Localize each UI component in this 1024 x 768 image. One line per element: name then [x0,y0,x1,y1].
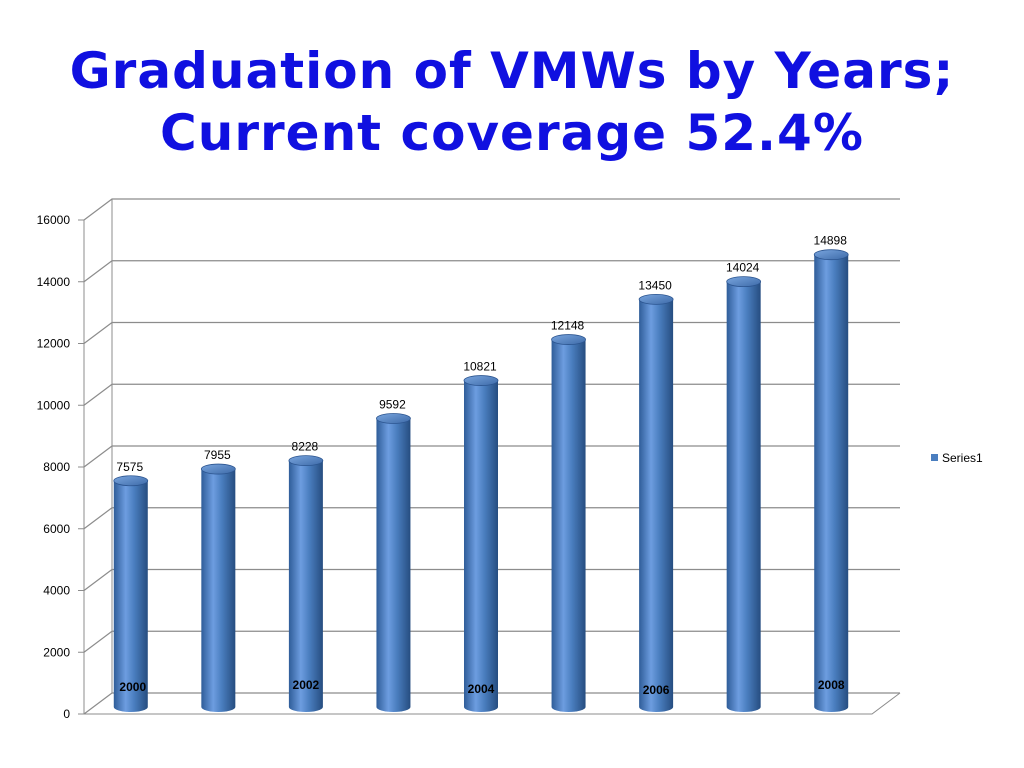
y-tick-label: 0 [63,707,70,721]
bar-cap [200,463,236,475]
bars [113,249,849,713]
bar-body [639,299,674,713]
y-tick-label: 8000 [43,460,70,474]
bar [288,455,324,713]
bar-body [288,460,323,713]
year-label: 2002 [293,678,320,692]
data-label: 12148 [551,319,585,333]
bar-body [113,480,148,712]
gridline [83,507,900,530]
year-label: 2006 [643,683,670,697]
gridline [83,260,900,283]
legend-swatch [931,454,938,461]
data-label: 7955 [204,448,231,462]
bar [726,276,762,713]
grid-lines [83,198,901,715]
year-labels: 2000 2002 2004 2006 2008 [119,678,844,697]
bar-body [551,339,586,713]
y-tick-label: 14000 [37,275,71,289]
gridline [83,568,900,591]
bar-cap [113,475,149,487]
bar-cap [638,293,674,305]
data-labels: 7575 7955 8228 9592 10821 12148 13450 14024 1489… [116,234,847,474]
bar [113,475,149,712]
bar-body [814,254,849,713]
bar-body [376,418,411,713]
gridline [83,198,900,221]
bar-cap [376,413,411,424]
legend-label: Series1 [942,451,983,465]
legend: Series1 [931,451,983,465]
bar [551,334,586,713]
y-tick-label: 6000 [43,522,70,536]
data-label: 14024 [726,261,760,275]
y-tick-label: 10000 [37,398,71,412]
data-label: 8228 [292,440,319,454]
bar-cap [288,455,324,467]
data-label: 7575 [116,460,143,474]
bar-cap [813,249,849,261]
data-label: 14898 [814,234,848,248]
bar [376,413,411,713]
bar [813,249,849,713]
bar [200,463,236,713]
data-label: 9592 [379,397,406,411]
bar-body [201,469,236,713]
bar [638,293,674,713]
y-tick-label: 16000 [37,213,71,227]
data-label: 13450 [638,278,672,292]
slide-title: Graduation of VMWs by Years; Current cov… [0,40,1024,164]
gridline [83,692,900,715]
title-line-1: Graduation of VMWs by Years; [69,42,955,100]
gridline [83,630,900,653]
bar-cap [726,276,762,288]
bar-body [726,281,761,713]
gridline [83,383,900,406]
floor-edge [84,692,901,715]
y-tick-label: 12000 [37,337,71,351]
gridline [83,445,900,468]
data-label: 10821 [463,360,497,374]
year-label: 2000 [119,680,146,694]
bar-cap [551,334,586,345]
y-tick-label: 2000 [43,645,70,659]
bar-body [464,380,498,712]
y-axis: 0 2000 4000 6000 8000 10000 12000 14000 16000 [37,213,85,721]
y-tick-label: 4000 [43,584,70,598]
gridline [83,321,900,344]
bar [463,375,499,712]
year-label: 2008 [818,678,845,692]
title-line-2: Current coverage 52.4% [160,104,864,162]
year-label: 2004 [468,682,495,696]
bar-cap [463,375,499,386]
